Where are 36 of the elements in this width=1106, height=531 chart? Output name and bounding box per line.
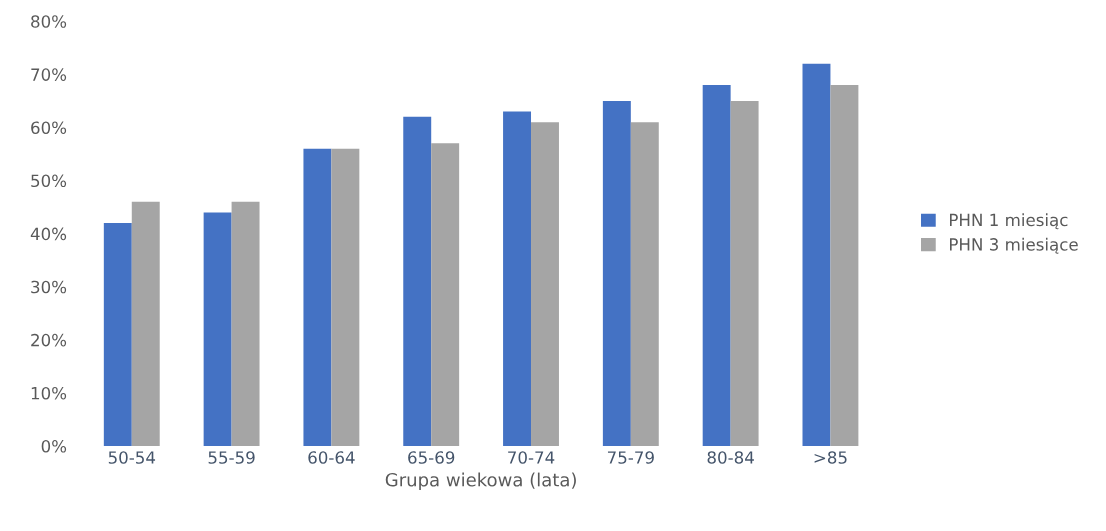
y-tick-label: 60%: [31, 121, 67, 135]
y-tick-label: 40%: [30, 227, 67, 241]
bar: [730, 100, 759, 447]
y-tick-label: 20%: [31, 333, 67, 347]
bar: [431, 143, 460, 447]
bar: [531, 122, 559, 447]
bar: [702, 84, 731, 447]
bar: [630, 122, 659, 447]
bar: [103, 223, 132, 447]
bar: [131, 201, 160, 447]
x-tick-label: 75-79: [607, 451, 654, 464]
bar: [231, 201, 260, 447]
legend-label: PHN 1 miesiąc: [950, 213, 1068, 230]
y-tick-label: 30%: [31, 280, 67, 294]
bar: [830, 84, 859, 447]
x-axis-title: Grupa wiekowa (lata): [385, 472, 576, 491]
bar: [403, 116, 432, 447]
bar: [503, 111, 532, 447]
bar: [203, 212, 232, 447]
legend-label: PHN 3 miesiące: [950, 237, 1078, 254]
x-tick-label: 80-84: [707, 451, 754, 464]
bar: [331, 148, 360, 447]
y-tick-label: 80%: [31, 15, 67, 28]
x-tick-label: 60-64: [308, 451, 355, 464]
x-tick-label: 55-59: [208, 451, 255, 464]
x-tick-label: 65-69: [408, 451, 455, 464]
y-tick-label: 0%: [41, 440, 67, 453]
bar: [802, 63, 831, 447]
x-tick-label: >85: [814, 451, 847, 464]
y-tick-label: 10%: [31, 386, 67, 400]
bar: [602, 100, 631, 447]
y-tick-label: 70%: [31, 68, 67, 81]
y-tick-label: 50%: [31, 174, 67, 188]
bar: [303, 148, 332, 447]
x-tick-label: 50-54: [108, 451, 156, 464]
x-tick-label: 70-74: [508, 451, 555, 464]
